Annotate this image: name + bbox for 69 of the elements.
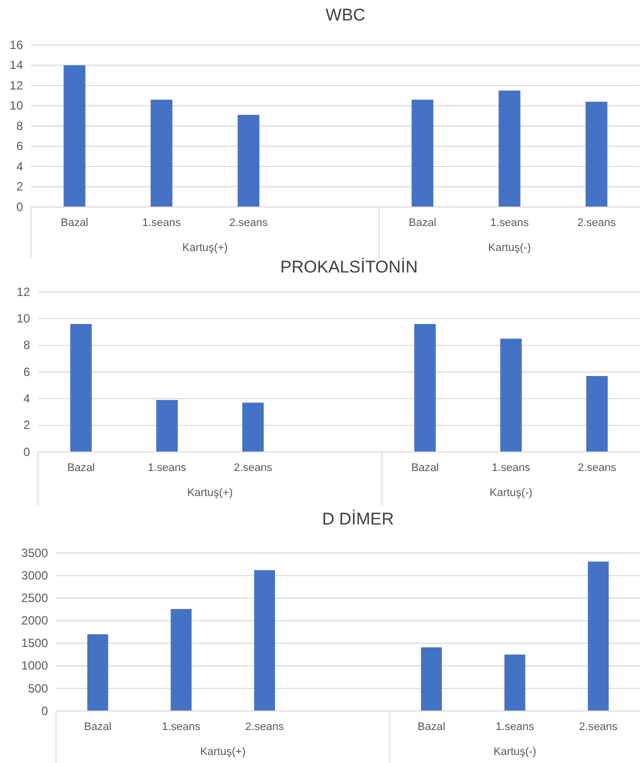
chart-title: WBC (326, 5, 366, 24)
text: Kartuş(-) (490, 487, 532, 499)
chart-title: D DİMER (322, 509, 394, 528)
y-tick-label: 12 (10, 78, 24, 92)
bar (70, 324, 92, 452)
y-tick-label: 500 (28, 681, 48, 696)
y-tick-label: 4 (23, 392, 30, 406)
text: Kartuş(+) (200, 746, 246, 758)
y-tick-label: 2500 (21, 590, 48, 605)
bar (421, 647, 442, 711)
x-tick-label: Bazal (67, 462, 95, 474)
bar (242, 402, 264, 452)
y-tick-label: 2 (23, 418, 30, 432)
bar (498, 90, 520, 207)
x-tick-label: 2.seans (578, 462, 617, 474)
y-tick-label: 8 (16, 118, 24, 133)
x-tick-label: 1.seans (492, 462, 531, 474)
bar (500, 338, 522, 452)
y-tick-label: 0 (23, 444, 30, 459)
x-tick-label: 2.seans (234, 462, 273, 474)
chart-title: PROKALSİTONİN (280, 257, 418, 276)
y-tick-label: 2 (16, 180, 24, 194)
y-tick-label: 3500 (21, 546, 48, 560)
text: Kartuş(+) (182, 242, 228, 254)
x-tick-label: 2.seans (229, 217, 268, 229)
bar (586, 102, 608, 207)
bar (504, 654, 526, 711)
bar (238, 114, 260, 207)
y-tick-label: 6 (23, 364, 30, 379)
text: Kartuş(-) (488, 242, 531, 254)
x-tick-label: 1.seans (142, 217, 182, 229)
y-tick-label: 8 (23, 338, 30, 352)
x-tick-label: 2.seans (579, 721, 618, 733)
x-tick-label: Bazal (408, 217, 436, 229)
bar (414, 324, 436, 452)
bar (412, 100, 434, 207)
bar (586, 376, 608, 452)
x-tick-label: 2.seans (245, 721, 284, 733)
y-tick-label: 12 (16, 284, 30, 299)
bar (87, 634, 108, 711)
y-tick-label: 4 (16, 159, 24, 174)
y-tick-label: 2000 (21, 614, 48, 628)
x-tick-label: 1.seans (162, 721, 201, 733)
x-tick-label: 1.seans (496, 721, 535, 733)
x-tick-label: 2.seans (577, 217, 616, 229)
y-tick-label: 3000 (21, 568, 48, 582)
text: Kartuş(-) (493, 746, 536, 758)
bar (156, 400, 178, 452)
text: Kartuş(+) (187, 487, 233, 499)
y-tick-label: 14 (10, 58, 24, 72)
y-tick-label: 0 (16, 200, 24, 214)
y-tick-label: 10 (10, 98, 24, 113)
y-tick-label: 0 (41, 704, 48, 718)
y-tick-label: 10 (16, 312, 30, 326)
x-tick-label: Bazal (411, 462, 439, 474)
y-tick-label: 1500 (21, 636, 48, 650)
y-tick-label: 1000 (21, 658, 48, 673)
y-tick-label: 6 (16, 139, 24, 154)
bar (254, 570, 275, 711)
x-tick-label: 1.seans (148, 462, 187, 474)
x-tick-label: Bazal (84, 721, 112, 733)
x-tick-label: Bazal (60, 217, 88, 229)
bar (170, 608, 192, 711)
x-tick-label: 1.seans (490, 217, 530, 229)
bar (64, 65, 86, 207)
x-tick-label: Bazal (418, 721, 446, 733)
bar (588, 562, 609, 711)
bar (150, 100, 172, 207)
y-tick-label: 16 (10, 38, 24, 52)
